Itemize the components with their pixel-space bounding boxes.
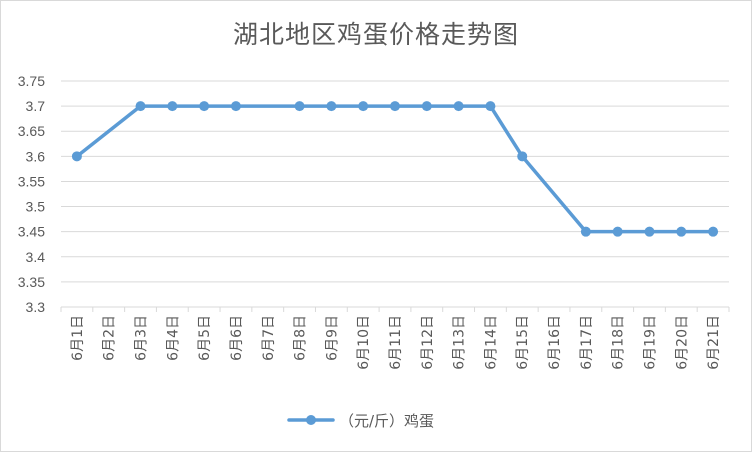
data-point	[453, 101, 464, 112]
x-tick-label: 6月2日	[102, 315, 118, 361]
gridlines	[61, 80, 729, 308]
data-point	[390, 101, 400, 112]
x-tick-label: 6月8日	[293, 315, 309, 361]
x-tick-label: 6月18日	[611, 315, 627, 370]
data-point	[294, 101, 305, 112]
x-tick-label: 6月6日	[229, 315, 245, 361]
legend-marker	[306, 415, 316, 425]
y-tick-label: 3.5	[26, 199, 46, 215]
data-point	[199, 101, 210, 112]
y-tick-label: 3.7	[26, 98, 46, 114]
x-tick-label: 6月21日	[706, 315, 722, 370]
data-point	[421, 101, 432, 112]
y-axis-ticks: 3.3 3.35 3.4 3.45 3.5 3.55 3.6 3.65 3.7 3.75	[18, 73, 45, 315]
y-tick-label: 3.6	[26, 148, 46, 164]
data-point	[580, 226, 591, 237]
data-point	[612, 226, 623, 237]
data-point	[230, 101, 241, 112]
x-tick-label: 6月13日	[452, 315, 468, 370]
y-tick-label: 3.55	[18, 173, 45, 189]
x-tick-label: 6月5日	[197, 315, 213, 361]
data-point	[358, 101, 369, 112]
x-axis-ticks: 6月1日 6月2日 6月3日 6月4日 6月5日 6月6日 6月7日 6月8日 6月9日 6月10…	[60, 307, 730, 370]
x-tick-label: 6月19日	[642, 315, 658, 370]
y-tick-label: 3.45	[18, 224, 45, 240]
data-point	[517, 151, 528, 162]
data-point	[167, 101, 178, 112]
data-point	[326, 101, 337, 112]
x-tick-label: 6月12日	[420, 315, 436, 370]
y-tick-label: 3.3	[26, 299, 46, 315]
x-tick-label: 6月9日	[324, 315, 340, 361]
x-tick-label: 6月14日	[483, 315, 499, 370]
data-point	[71, 151, 82, 162]
x-tick-label: 6月7日	[261, 315, 277, 361]
x-tick-label: 6月3日	[134, 315, 150, 361]
data-point	[485, 101, 496, 112]
legend-label: （元/斤）鸡蛋	[339, 412, 434, 430]
x-tick-label: 6月4日	[165, 315, 181, 361]
y-tick-label: 3.75	[18, 73, 45, 89]
chart-title: 湖北地区鸡蛋价格走势图	[232, 20, 519, 49]
x-tick-label: 6月1日	[70, 315, 86, 361]
y-tick-label: 3.4	[26, 249, 46, 265]
x-tick-label: 6月11日	[388, 315, 404, 370]
x-tick-label: 6月10日	[356, 315, 372, 370]
x-tick-label: 6月15日	[515, 315, 531, 370]
x-tick-label: 6月20日	[674, 315, 690, 370]
data-point	[708, 226, 719, 237]
legend: （元/斤）鸡蛋	[287, 412, 434, 430]
data-point	[135, 101, 146, 112]
x-tick-label: 6月17日	[579, 315, 595, 370]
series-line	[75, 104, 715, 234]
data-point	[676, 226, 687, 237]
series-layer	[71, 101, 719, 237]
x-tick-label: 6月16日	[547, 315, 563, 370]
y-tick-label: 3.35	[18, 274, 45, 290]
y-tick-label: 3.65	[18, 123, 45, 139]
data-point	[644, 226, 655, 237]
